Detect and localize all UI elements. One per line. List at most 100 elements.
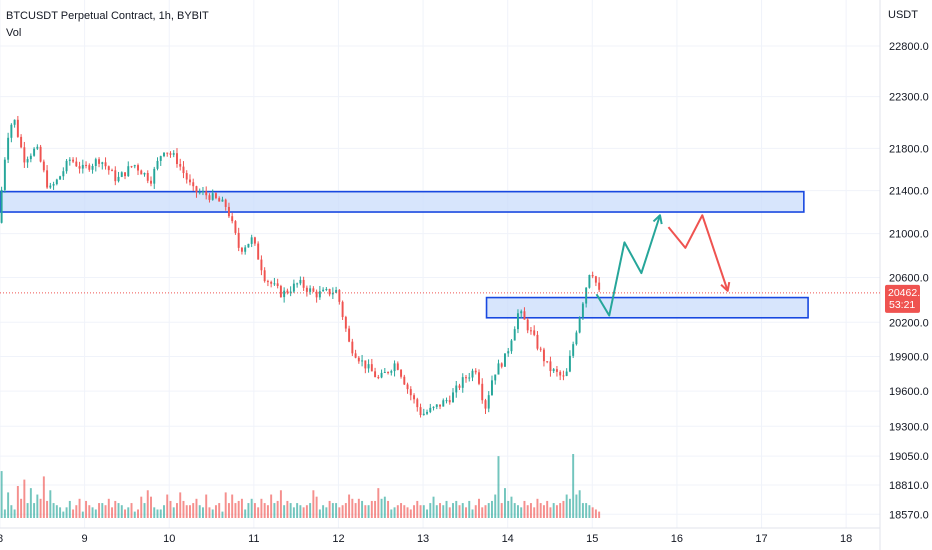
volume-bar (328, 500, 331, 518)
zone-box[interactable] (0, 190, 805, 213)
candle-body (591, 275, 594, 277)
candle-body (169, 153, 172, 155)
volume-bar (65, 507, 68, 518)
candle-body (111, 170, 114, 172)
candle-body (52, 184, 55, 186)
volume-bar (26, 503, 29, 518)
volume-bar (325, 507, 328, 518)
candles (0, 115, 601, 418)
volume-bar (13, 509, 16, 518)
candle-body (140, 170, 143, 175)
x-tick-label: 10 (163, 533, 175, 545)
volume-bar (387, 500, 390, 518)
projections[interactable] (595, 214, 731, 317)
candle-body (383, 372, 386, 374)
volume-bar (503, 488, 506, 518)
candle-body (578, 317, 581, 333)
y-tick-label: 20200.0 (889, 317, 929, 329)
candle-body (448, 400, 451, 403)
candle-body (305, 287, 308, 292)
volume-bar (354, 503, 357, 518)
y-axis[interactable]: 22800.0 22300.0 21800.0 21400.0 21000.0 20600… (889, 41, 929, 521)
grid (0, 0, 881, 550)
candle-body (367, 364, 370, 369)
volume-bar (39, 498, 42, 518)
volume-bar (458, 505, 461, 518)
volume-bar (263, 503, 266, 518)
volume-bar (439, 503, 441, 518)
x-tick-label: 12 (332, 533, 344, 545)
volume-bar (461, 503, 464, 518)
volume-bar (390, 509, 393, 518)
candle-body (182, 166, 185, 174)
volume-bar (231, 494, 234, 518)
candle-body (529, 330, 532, 332)
y-tick-label: 18570.0 (889, 509, 929, 521)
x-axis[interactable]: 8 9 10 11 12 13 14 15 16 17 18 (0, 533, 852, 545)
volume-bar (221, 511, 224, 518)
candle-body (364, 360, 367, 369)
volume-bar (29, 488, 32, 518)
candle-body (198, 192, 201, 194)
volume-bar (176, 503, 178, 518)
candle-body (98, 159, 101, 164)
volume-bar (435, 505, 438, 518)
volume-bar (581, 503, 584, 518)
candle-body (565, 371, 568, 376)
volume-bar (62, 511, 65, 518)
volume-bar (396, 505, 399, 518)
candle-body (546, 361, 549, 363)
volume-bar (497, 456, 500, 518)
candle-body (516, 313, 519, 330)
volume-bar (188, 505, 191, 518)
zone-box[interactable] (485, 296, 809, 319)
volume-bar (198, 505, 201, 518)
candle-body (348, 328, 351, 342)
volume-bar (516, 505, 519, 518)
candle-body (104, 162, 107, 167)
candle-body (137, 165, 139, 171)
volume-bar (413, 505, 416, 518)
volume-bar (526, 505, 529, 518)
candle-body (46, 170, 49, 188)
candle-body (357, 357, 360, 362)
volume-bar (49, 490, 52, 518)
candle-body (312, 288, 315, 292)
volume-bar (299, 505, 302, 518)
candle-body (0, 189, 3, 223)
candle-body (400, 369, 403, 377)
candle-body (435, 404, 438, 407)
volume-bar (546, 500, 549, 518)
candle-body (133, 165, 136, 167)
candle-body (85, 164, 88, 166)
candle-body (344, 317, 347, 329)
candle-body (227, 206, 230, 217)
candle-body (484, 400, 487, 409)
volume-bar (279, 490, 282, 518)
volume-bar (159, 509, 162, 518)
volume-bar (55, 505, 58, 518)
candle-body (526, 319, 529, 331)
candle-body (507, 351, 510, 354)
volume-bar (335, 503, 338, 518)
volume-bar (312, 490, 315, 518)
volume-bar (598, 511, 601, 518)
volume-bar (452, 503, 454, 518)
volume-bar (575, 494, 578, 518)
volume-bar (400, 503, 403, 518)
candle-body (81, 164, 84, 169)
projection-up-arrow[interactable] (595, 214, 661, 317)
volume-bar (163, 505, 165, 518)
volume-bar (377, 488, 380, 518)
zones[interactable] (0, 190, 809, 319)
volume-bar (344, 503, 347, 518)
candle-body (296, 283, 299, 285)
candle-body (549, 361, 552, 372)
candle-body (442, 400, 445, 407)
candle-body (403, 376, 406, 385)
projection-down-arrow[interactable] (667, 214, 729, 292)
candle-body (163, 152, 165, 157)
volume-bar (348, 494, 351, 518)
candle-body (124, 172, 126, 177)
